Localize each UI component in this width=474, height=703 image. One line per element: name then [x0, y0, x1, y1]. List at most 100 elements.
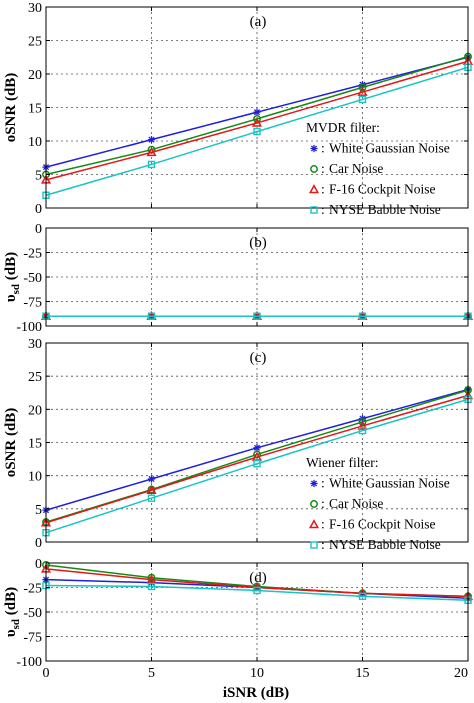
y-tick-label: -50 — [23, 606, 42, 621]
circle-shape — [310, 165, 318, 173]
legend: MVDR filter:: White Gaussian Noise: Car No… — [306, 120, 450, 217]
y-axis-label: υsd (dB) — [3, 252, 22, 302]
triangle-shape — [146, 147, 157, 157]
data-point — [147, 475, 156, 483]
legend-marker — [310, 479, 318, 488]
legend-marker — [308, 184, 320, 194]
y-axis-label-subscript: sd — [10, 619, 22, 629]
square-shape — [253, 460, 261, 468]
legend-marker — [310, 500, 318, 508]
triangle-shape — [357, 86, 368, 96]
ticks: 0 5 10 15 20 25 30 — [28, 337, 469, 551]
data-point — [147, 136, 156, 144]
x-tick-label: 15 — [356, 666, 370, 681]
y-tick-label: -25 — [23, 247, 42, 262]
series-line — [45, 398, 469, 534]
x-tick-label: 20 — [454, 666, 468, 681]
legend-colon: : — [321, 517, 325, 532]
data-point — [253, 586, 261, 595]
y-tick-label: 0 — [35, 557, 42, 572]
chart-panel-3: 0 5 10 15 20 25 30(c)oSNR (dB) Wiener filter:: W… — [3, 337, 474, 552]
ticks: 0 5 10 15 20 25 30 — [28, 1, 469, 217]
data-point — [253, 444, 261, 452]
circle-shape — [253, 114, 261, 123]
data-point — [146, 147, 157, 157]
legend-title: MVDR filter: — [306, 120, 380, 135]
y-tick-label: 10 — [28, 470, 42, 485]
legend-title: Wiener filter: — [306, 455, 379, 470]
panel-annotation: (a) — [250, 14, 267, 30]
series-line — [45, 60, 469, 181]
data-point — [253, 127, 261, 136]
square-shape — [147, 160, 156, 169]
data-point — [358, 592, 367, 601]
y-tick-label: 0 — [35, 536, 42, 551]
legend: Wiener filter:: White Gaussian Noise: Car … — [306, 455, 450, 552]
legend-marker — [310, 144, 318, 153]
square-shape — [147, 494, 156, 502]
y-tick-label: -75 — [23, 296, 42, 311]
legend-entry: : F-16 Cockpit Noise — [308, 182, 436, 197]
legend-colon: : — [321, 496, 325, 511]
y-tick-label: -50 — [23, 271, 42, 286]
data-point — [357, 86, 368, 96]
data-point — [147, 160, 156, 169]
legend-entry: : Car Noise — [310, 161, 383, 176]
legend-label: F-16 Cockpit Noise — [329, 182, 436, 197]
star-stroke — [253, 109, 261, 116]
square-shape — [358, 95, 367, 104]
y-axis-label-unit: (dB) — [3, 252, 19, 284]
legend-marker — [310, 206, 318, 214]
legend-entry: : White Gaussian Noise — [310, 141, 450, 156]
star-stroke — [148, 475, 155, 483]
legend-colon: : — [321, 202, 325, 217]
triangle-shape — [308, 184, 320, 194]
y-tick-label: 30 — [28, 337, 42, 352]
legend-label: White Gaussian Noise — [329, 141, 450, 156]
legend-marker — [310, 165, 318, 173]
legend-label: NYSE Babble Noise — [329, 202, 441, 217]
y-tick-label: 15 — [28, 102, 42, 117]
star-stroke — [310, 145, 318, 152]
data-point — [357, 420, 368, 430]
y-tick-label: 0 — [35, 202, 42, 217]
y-tick-label: 5 — [35, 169, 42, 184]
data-point — [358, 83, 367, 92]
panel-annotation: (b) — [249, 235, 267, 251]
triangle-shape — [251, 117, 263, 127]
data-point — [358, 312, 367, 320]
series-line — [45, 584, 469, 601]
star-stroke — [148, 136, 155, 143]
triangle-shape — [146, 484, 157, 495]
legend-label: Car Noise — [329, 496, 383, 511]
x-tick-label: 5 — [148, 666, 155, 681]
square-shape — [358, 312, 367, 320]
data-point — [147, 312, 156, 320]
y-axis-label: υsd (dB) — [3, 587, 22, 637]
data-point — [146, 484, 157, 495]
square-shape — [358, 426, 367, 435]
square-shape — [147, 312, 156, 320]
data-point — [253, 312, 261, 320]
legend-colon: : — [321, 161, 325, 176]
series-line — [45, 66, 469, 196]
y-tick-label: -100 — [16, 655, 42, 670]
y-tick-label: 20 — [28, 68, 42, 83]
square-shape — [358, 592, 367, 601]
data-point — [147, 582, 156, 591]
chart-panel-2: 0 -25 -50 -75 -100 (b) υsd (dB) — [3, 222, 474, 335]
x-tick-label: 10 — [250, 666, 264, 681]
y-axis-label: oSNR (dB) — [3, 408, 19, 478]
ticks: 0 -25 -50 -75 -100 — [16, 222, 469, 335]
circle-shape — [310, 500, 318, 508]
circle-shape — [358, 83, 367, 92]
legend-entry: : F-16 Cockpit Noise — [308, 517, 436, 532]
data-point — [253, 108, 261, 116]
square-shape — [253, 586, 261, 595]
y-axis-label-symbol: υ — [3, 294, 19, 302]
series-line — [45, 394, 469, 524]
data-point — [251, 117, 263, 127]
legend-colon: : — [321, 537, 325, 552]
